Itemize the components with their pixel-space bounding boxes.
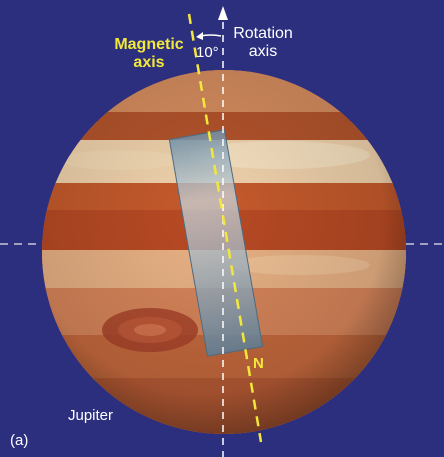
tilt-angle-arrowhead — [196, 32, 203, 40]
tilt-angle-arc — [200, 35, 221, 36]
planet-label: Jupiter — [68, 407, 113, 425]
north-pole-label: N — [253, 355, 264, 373]
rotation-axis-label: Rotation axis — [226, 25, 300, 61]
rotation-axis-arrowhead — [218, 6, 228, 20]
tilt-angle-label: 10° — [196, 44, 219, 62]
magnetic-axis-label-line2: axis — [108, 54, 190, 72]
rotation-axis-label-line2: axis — [226, 43, 300, 61]
magnetic-axis-label-line1: Magnetic — [108, 36, 190, 54]
rotation-axis-label-line1: Rotation — [226, 25, 300, 43]
panel-label: (a) — [10, 432, 28, 450]
magnetic-axis-label: Magnetic axis — [108, 36, 190, 72]
